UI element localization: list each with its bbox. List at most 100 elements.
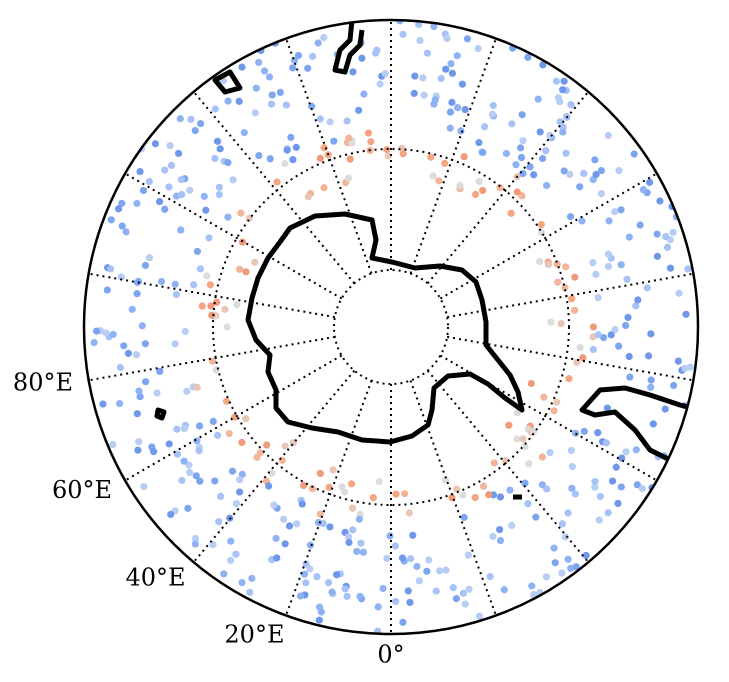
scatter-point [568, 463, 577, 471]
scatter-point [490, 459, 498, 467]
scatter-point [604, 131, 612, 140]
scatter-point [306, 541, 314, 549]
scatter-point [634, 296, 642, 304]
scatter-point [186, 186, 194, 194]
scatter-point [273, 178, 281, 186]
scatter-point [423, 567, 431, 575]
scatter-point [316, 154, 324, 162]
scatter-point [496, 536, 505, 545]
scatter-point [345, 538, 353, 547]
scatter-point [140, 482, 148, 491]
scatter-point [415, 577, 423, 585]
scatter-point [447, 60, 455, 68]
scatter-point [198, 302, 206, 310]
scatter-point [461, 600, 469, 608]
scatter-point [360, 90, 368, 98]
scatter-point [138, 322, 146, 330]
scatter-point [594, 331, 602, 339]
scatter-point [572, 563, 580, 571]
scatter-point [293, 520, 301, 528]
scatter-point [296, 592, 305, 600]
scatter-point [145, 254, 154, 262]
scatter-point [582, 551, 590, 560]
scatter-point [107, 216, 115, 224]
scatter-point [561, 533, 569, 541]
scatter-point [193, 383, 201, 391]
scatter-point [165, 440, 173, 448]
scatter-point [117, 273, 126, 281]
scatter-point [178, 190, 186, 199]
scatter-point [542, 573, 551, 581]
scatter-point [235, 97, 243, 105]
scatter-point [624, 313, 632, 322]
scatter-point [134, 446, 142, 454]
scatter-point [623, 275, 631, 283]
graticule [88, 20, 694, 634]
meridian [88, 272, 336, 319]
scatter-point [384, 152, 392, 160]
scatter-point [308, 102, 316, 110]
scatter-point [625, 233, 633, 241]
scatter-point [420, 91, 428, 99]
scatter-point [501, 456, 509, 465]
scatter-point [436, 567, 444, 575]
scatter-point [449, 584, 457, 592]
scatter-point [536, 258, 544, 266]
scatter-point [538, 154, 547, 163]
scatter-point [592, 170, 600, 179]
scatter-point [209, 417, 217, 425]
meridian-label: 20°E [224, 621, 284, 649]
scatter-point [589, 259, 597, 267]
scatter-point [496, 525, 504, 534]
scatter-point [186, 468, 194, 476]
scatter-point [252, 84, 260, 92]
scatter-point [496, 183, 504, 192]
scatter-point [304, 193, 312, 201]
scatter-point [208, 311, 216, 319]
scatter-point [643, 284, 651, 292]
scatter-point [429, 172, 437, 180]
scatter-point [223, 323, 231, 331]
scatter-point [115, 399, 124, 408]
scatter-point [513, 188, 521, 196]
scatter-point [460, 513, 468, 522]
scatter-point [617, 261, 625, 269]
latitude-circle [212, 148, 570, 506]
scatter-point [525, 460, 533, 468]
scatter-point [215, 183, 223, 191]
scatter-point [485, 491, 493, 499]
scatter-point [211, 154, 219, 163]
scatter-point [527, 379, 535, 388]
scatter-point [102, 329, 110, 337]
scatter-point [567, 101, 575, 109]
africa-tip [212, 69, 243, 95]
scatter-point [255, 58, 263, 67]
scatter-point [242, 415, 250, 423]
scatter-point [191, 126, 199, 135]
scatter-point [675, 289, 683, 297]
scatter-point [341, 585, 349, 593]
scatter-point [681, 364, 689, 372]
scatter-point [661, 405, 669, 413]
scatter-point [459, 589, 467, 597]
scatter-point [161, 205, 169, 213]
scatter-point [398, 554, 407, 562]
scatter-point [289, 64, 297, 72]
south-america [332, 20, 365, 75]
scatter-point [554, 278, 562, 286]
scatter-point [300, 481, 308, 490]
scatter-point [604, 509, 612, 517]
scatter-point [558, 520, 567, 528]
scatter-point [446, 124, 454, 132]
island [154, 407, 167, 421]
scatter-point [345, 174, 353, 182]
australia [579, 385, 698, 473]
scatter-point [128, 305, 136, 313]
scatter-point [464, 551, 472, 559]
scatter-point [359, 548, 368, 556]
scatter-point [617, 206, 625, 214]
scatter-point [313, 573, 321, 581]
scatter-point [165, 183, 173, 191]
scatter-point [591, 156, 599, 164]
